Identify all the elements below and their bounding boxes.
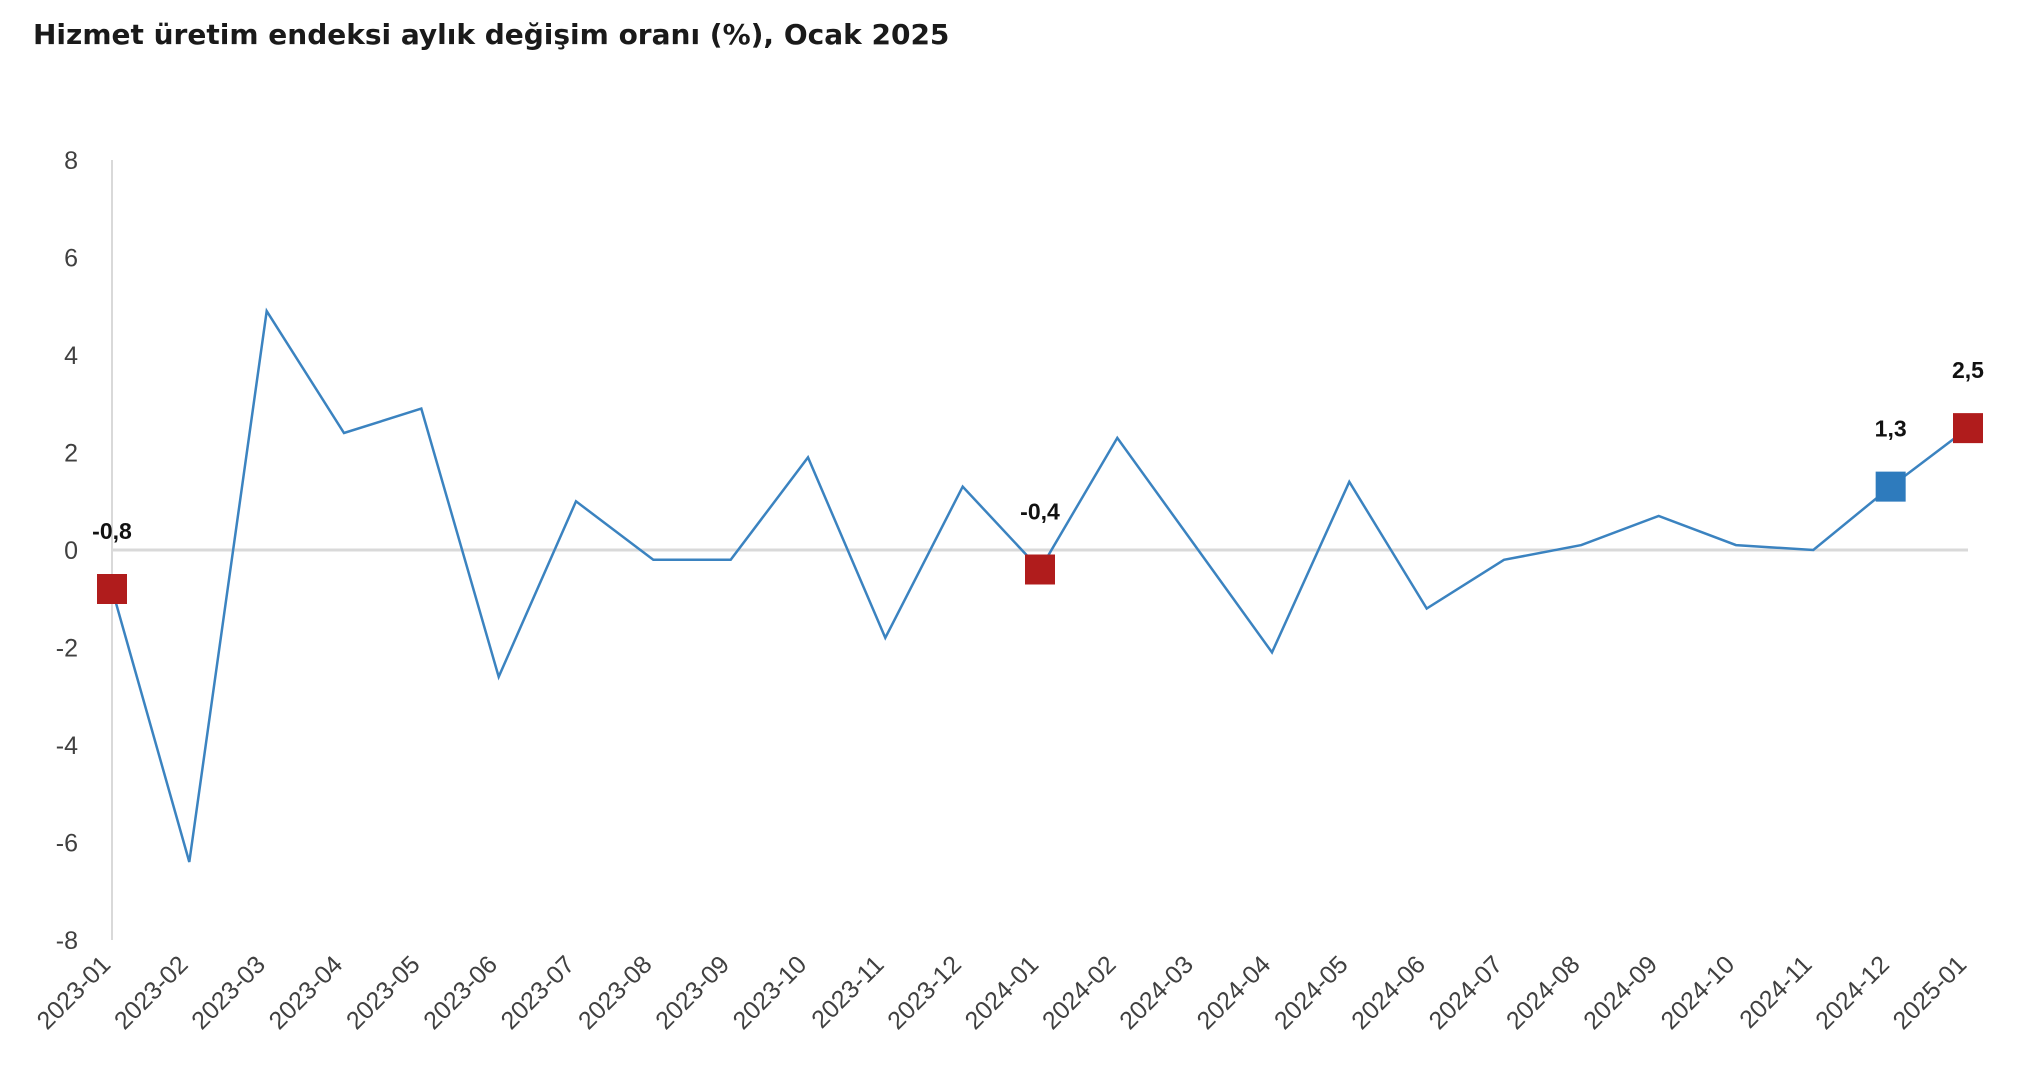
x-tick-label: 2023-02 xyxy=(109,950,194,1035)
data-label: 1,3 xyxy=(1875,416,1907,442)
x-tick-label: 2024-07 xyxy=(1424,950,1509,1035)
x-tick-label: 2024-01 xyxy=(960,950,1045,1035)
x-tick-label: 2024-04 xyxy=(1192,950,1277,1035)
y-tick-label: 0 xyxy=(64,537,78,565)
x-tick-label: 2023-03 xyxy=(186,950,271,1035)
x-tick-label: 2024-11 xyxy=(1734,950,1817,1033)
x-tick-label: 2023-06 xyxy=(418,950,503,1035)
y-tick-label: -4 xyxy=(56,732,78,760)
x-tick-label: 2023-11 xyxy=(806,950,889,1033)
data-point-marker xyxy=(97,574,127,604)
x-tick-label: 2023-05 xyxy=(341,950,426,1035)
x-tick-label: 2024-06 xyxy=(1346,950,1431,1035)
x-tick-label: 2024-12 xyxy=(1810,950,1895,1035)
y-tick-label: 2 xyxy=(64,440,78,468)
x-tick-label: 2024-05 xyxy=(1269,950,1354,1035)
y-tick-label: -6 xyxy=(56,830,78,858)
x-tick-label: 2023-10 xyxy=(728,950,813,1035)
y-tick-label: -8 xyxy=(56,927,78,955)
x-tick-label: 2025-01 xyxy=(1888,950,1973,1035)
x-tick-label: 2024-02 xyxy=(1037,950,1122,1035)
y-tick-label: 8 xyxy=(64,147,78,175)
data-point-marker xyxy=(1025,554,1055,585)
data-label: -0,8 xyxy=(92,518,132,544)
series-line xyxy=(110,307,1969,863)
data-label: -0,4 xyxy=(1020,499,1060,525)
x-tick-label: 2023-08 xyxy=(573,950,658,1035)
x-tick-label: 2023-04 xyxy=(264,950,349,1035)
data-point-marker xyxy=(1953,413,1983,444)
x-tick-label: 2023-01 xyxy=(32,950,117,1035)
x-tick-label: 2024-09 xyxy=(1578,950,1663,1035)
x-tick-label: 2023-12 xyxy=(882,950,967,1035)
x-tick-label: 2023-09 xyxy=(650,950,735,1035)
y-tick-label: 6 xyxy=(64,245,78,273)
x-tick-label: 2024-08 xyxy=(1501,950,1586,1035)
x-tick-label: 2023-07 xyxy=(496,950,581,1035)
x-tick-label: 2024-10 xyxy=(1656,950,1741,1035)
y-tick-label: 4 xyxy=(64,342,78,370)
data-label: 2,5 xyxy=(1952,357,1984,383)
x-tick-label: 2024-03 xyxy=(1114,950,1199,1035)
chart-title: Hizmet üretim endeksi aylık değişim oran… xyxy=(33,18,950,51)
data-point-marker xyxy=(1875,471,1906,502)
y-tick-label: -2 xyxy=(56,635,78,663)
